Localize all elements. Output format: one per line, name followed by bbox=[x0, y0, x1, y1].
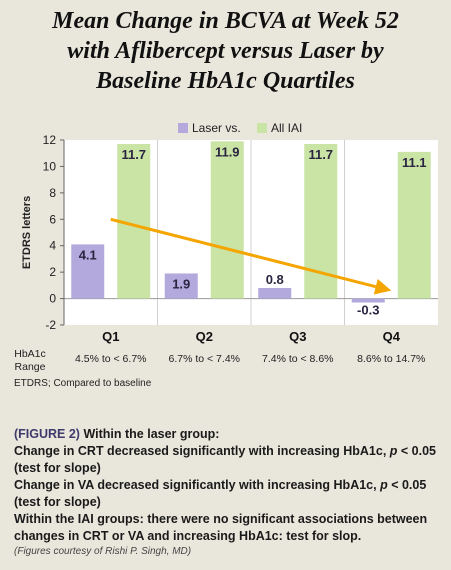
trend-arrow-head bbox=[373, 278, 392, 295]
range-value: 4.5% to < 6.7% bbox=[75, 353, 147, 365]
trend-arrow bbox=[110, 217, 392, 295]
chart-title: Mean Change in BCVA at Week 52 with Afli… bbox=[0, 6, 451, 96]
range-value: 6.7% to < 7.4% bbox=[168, 353, 240, 365]
data-label: -0.3 bbox=[357, 303, 379, 318]
y-tick-label: 4 bbox=[49, 239, 56, 253]
range-label-line-2: Range bbox=[15, 361, 46, 373]
title-line-3: Baseline HbA1c Quartiles bbox=[96, 68, 355, 94]
range-value: 7.4% to < 8.6% bbox=[262, 353, 334, 365]
legend: Laser vs. All IAI bbox=[178, 121, 302, 135]
bar-chart: Laser vs. All IAI -2 0 2 4 6 8 10 12 ETDRS letter… bbox=[14, 121, 438, 373]
caption-line-2: Change in VA decreased significantly wit… bbox=[14, 477, 444, 511]
bar-iai-Q4 bbox=[397, 151, 431, 299]
bar-laser-Q2 bbox=[164, 273, 198, 299]
y-tick-label: 8 bbox=[49, 186, 56, 200]
y-tick-label: 0 bbox=[49, 292, 56, 306]
p-value-symbol: p bbox=[389, 444, 398, 458]
data-label: 0.8 bbox=[266, 272, 284, 287]
caption-line-1-a: Change in CRT decreased significantly wi… bbox=[14, 444, 390, 458]
footnote: ETDRS; Compared to baseline bbox=[14, 378, 152, 389]
legend-swatch-0 bbox=[178, 123, 188, 133]
bar-laser-Q1 bbox=[71, 244, 105, 299]
y-tick-label: 12 bbox=[43, 133, 57, 147]
caption-line-3: Within the IAI groups: there were no sig… bbox=[14, 512, 428, 543]
data-label: 11.7 bbox=[121, 147, 146, 162]
legend-label-0: Laser vs. bbox=[192, 121, 241, 135]
x-category-label: Q2 bbox=[196, 329, 213, 344]
x-category-label: Q4 bbox=[383, 329, 401, 344]
caption-line-1-b: < 0.05 (test for slope) bbox=[14, 444, 436, 475]
title-line-2: with Aflibercept versus Laser by bbox=[67, 38, 384, 64]
data-label: 1.9 bbox=[172, 276, 190, 291]
x-category-label: Q1 bbox=[102, 329, 119, 344]
data-label: 11.7 bbox=[308, 147, 333, 162]
y-axis: -2 0 2 4 6 8 10 12 ETDRS letters bbox=[21, 133, 65, 332]
trend-arrow-line bbox=[110, 217, 377, 289]
p-value-symbol: p bbox=[380, 478, 388, 492]
legend-label-1: All IAI bbox=[271, 121, 302, 135]
data-label: 11.1 bbox=[402, 155, 427, 170]
y-axis-title: ETDRS letters bbox=[21, 196, 33, 269]
caption-line-2-a: Change in VA decreased significantly wit… bbox=[14, 478, 381, 492]
caption-intro: Within the laser group: bbox=[83, 427, 220, 441]
y-tick-label: -2 bbox=[45, 318, 56, 332]
range-label-line-1: HbA1c bbox=[14, 348, 46, 360]
bar-laser-Q4 bbox=[351, 298, 385, 303]
figure-label: (FIGURE 2) bbox=[14, 427, 80, 441]
bar-iai-Q2 bbox=[210, 141, 244, 299]
caption-line-1: Change in CRT decreased significantly wi… bbox=[14, 443, 444, 477]
y-tick-label: 10 bbox=[43, 159, 57, 173]
figure-credit: (Figures courtesy of Rishi P. Singh, MD) bbox=[14, 546, 192, 557]
bar-laser-Q3 bbox=[258, 288, 292, 299]
y-tick-label: 2 bbox=[49, 265, 56, 279]
title-line-1: Mean Change in BCVA at Week 52 bbox=[52, 8, 399, 34]
x-axis-labels: Q1 Q2 Q3 Q4 bbox=[102, 329, 401, 344]
figure-caption: (FIGURE 2) Within the laser group: Chang… bbox=[14, 426, 444, 545]
x-category-label: Q3 bbox=[289, 329, 306, 344]
legend-swatch-1 bbox=[257, 123, 267, 133]
caption-line-2-b: < 0.05 (test for slope) bbox=[14, 478, 427, 509]
caption-intro-line: (FIGURE 2) Within the laser group: bbox=[14, 426, 444, 443]
data-label: 11.9 bbox=[215, 144, 240, 159]
y-tick-label: 6 bbox=[49, 212, 56, 226]
range-value: 8.6% to 14.7% bbox=[357, 353, 425, 365]
data-label: 4.1 bbox=[79, 247, 97, 262]
